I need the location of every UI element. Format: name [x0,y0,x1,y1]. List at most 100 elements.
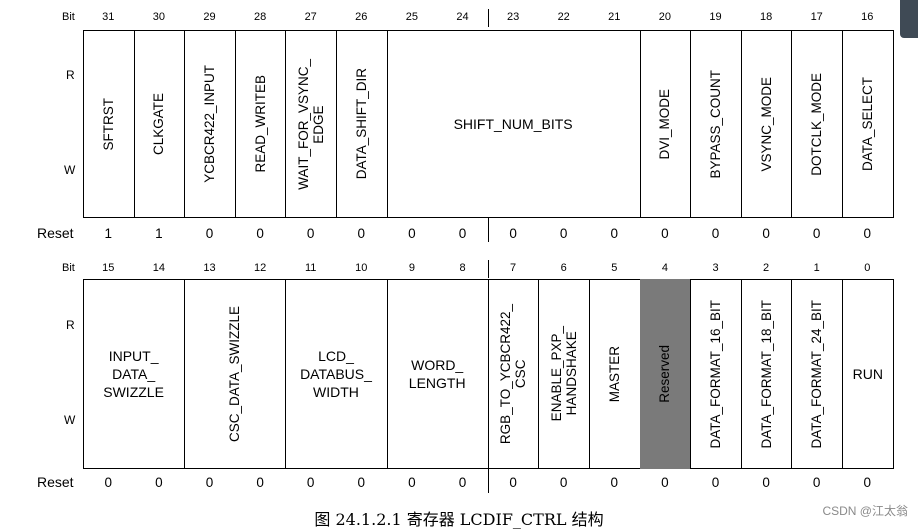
reset-value: 0 [762,475,770,490]
register-field: DVI_MODE [640,30,692,218]
reset-value: 0 [661,226,669,241]
reset-value: 0 [812,226,821,241]
reset-value: 0 [509,226,517,241]
byte-separator [488,218,489,242]
field-name: ENABLE_PXP_ HANDSHAKE [548,326,579,422]
register-field: WAIT_FOR_VSYNC_ EDGE [285,30,337,218]
field-name: READ_WRITEB [252,75,268,173]
reset-value: 0 [458,226,467,241]
field-name: BYPASS_COUNT [707,69,723,179]
field-name: INPUT_ DATA_ SWIZZLE [103,348,164,400]
bit-number: 7 [510,262,517,274]
field-name: RGB_TO_YCBCR422_ CSC [498,303,529,445]
register-field: CLKGATE [134,30,186,218]
bit-number: 18 [759,11,773,23]
write-label: W [64,413,76,427]
bit-label: Bit [62,262,75,274]
bit-number: 26 [355,11,368,23]
field-name: RUN [852,366,883,382]
bit-number: 20 [658,11,672,23]
reset-value: 0 [509,475,517,490]
field-name: DATA_SELECT [860,76,876,172]
field-name: DATA_FORMAT_18_BIT [758,299,774,449]
field-name: Reserved [657,345,673,403]
watermark: CSDN @江太翁 [822,504,908,518]
bit-number: 2 [763,262,770,274]
register-field: INPUT_ DATA_ SWIZZLE [83,279,186,469]
bit-number: 16 [861,11,874,23]
bit-number: 1 [813,262,820,274]
reset-value: 0 [205,226,214,241]
bit-number: 24 [456,11,469,23]
field-name: DATA_FORMAT_24_BIT [809,299,825,449]
reset-value: 0 [155,475,163,490]
reset-value: 0 [661,475,669,490]
reset-value: 0 [762,226,770,241]
field-name: SFTRST [100,97,116,151]
bit-number: 14 [152,262,166,274]
reset-value: 0 [458,475,467,490]
register-field: CSC_DATA_SWIZZLE [184,279,287,469]
reset-value: 0 [104,475,113,490]
field-name: VSYNC_MODE [758,76,774,172]
bit-number: 17 [810,11,823,23]
field-name: WORD_ LENGTH [408,357,466,391]
register-field: BYPASS_COUNT [690,30,742,218]
register-field: VSYNC_MODE [741,30,793,218]
reset-value: 0 [357,226,366,241]
register-field: MASTER [589,279,641,469]
register-field: DOTCLK_MODE [791,30,843,218]
bit-number: 12 [253,262,267,274]
register-field: READ_WRITEB [235,30,287,218]
reset-value: 0 [812,475,821,490]
field-name: SHIFT_NUM_BITS [453,116,573,132]
bit-label: Bit [62,11,75,23]
bit-number: 22 [557,11,570,23]
reset-value: 0 [408,475,416,490]
bit-number: 31 [102,11,115,23]
reset-value: 0 [306,226,315,241]
bit-number: 23 [506,11,520,23]
register-box [83,30,894,218]
field-name: DOTCLK_MODE [809,72,825,176]
write-label: W [64,163,76,177]
byte-separator [488,9,489,27]
register-field: ENABLE_PXP_ HANDSHAKE [538,279,590,469]
field-name: CLKGATE [151,92,167,155]
register-field: DATA_FORMAT_16_BIT [690,279,742,469]
reset-value: 0 [863,226,872,241]
reset-value: 1 [104,226,113,241]
register-field: RGB_TO_YCBCR422_ CSC [488,279,540,469]
read-label: R [66,318,75,332]
reset-value: 0 [256,475,264,490]
bit-number: 30 [152,11,166,23]
bit-number: 21 [608,11,621,23]
byte-separator [488,260,489,278]
reset-value: 0 [306,475,315,490]
register-field: DATA_FORMAT_24_BIT [791,279,843,469]
register-field: LCD_ DATABUS_ WIDTH [285,279,388,469]
field-name: YCBCR422_INPUT [201,65,217,183]
register-field: DATA_SHIFT_DIR [336,30,388,218]
reset-value: 0 [205,475,214,490]
field-name: LCD_ DATABUS_ WIDTH [300,348,372,400]
register-field: SFTRST [83,30,135,218]
bit-number: 5 [611,262,618,274]
figure-caption: 图 24.1.2.1 寄存器 LCDIF_CTRL 结构 [314,510,604,529]
reset-value: 0 [559,475,568,490]
field-name: DVI_MODE [657,88,673,160]
reset-value: 0 [256,226,264,241]
bit-number: 4 [661,262,668,274]
bit-number: 3 [712,262,719,274]
field-name: DATA_SHIFT_DIR [353,68,369,180]
field-name: CSC_DATA_SWIZZLE [227,305,243,443]
bit-number: 6 [560,262,567,274]
bit-number: 8 [459,262,466,274]
register-field: YCBCR422_INPUT [184,30,236,218]
bit-number: 19 [709,11,722,23]
reset-value: 0 [610,475,619,490]
register-field: DATA_SELECT [842,30,894,218]
register-field: SHIFT_NUM_BITS [387,30,641,218]
register-field: DATA_FORMAT_18_BIT [741,279,793,469]
bit-number: 25 [405,11,419,23]
